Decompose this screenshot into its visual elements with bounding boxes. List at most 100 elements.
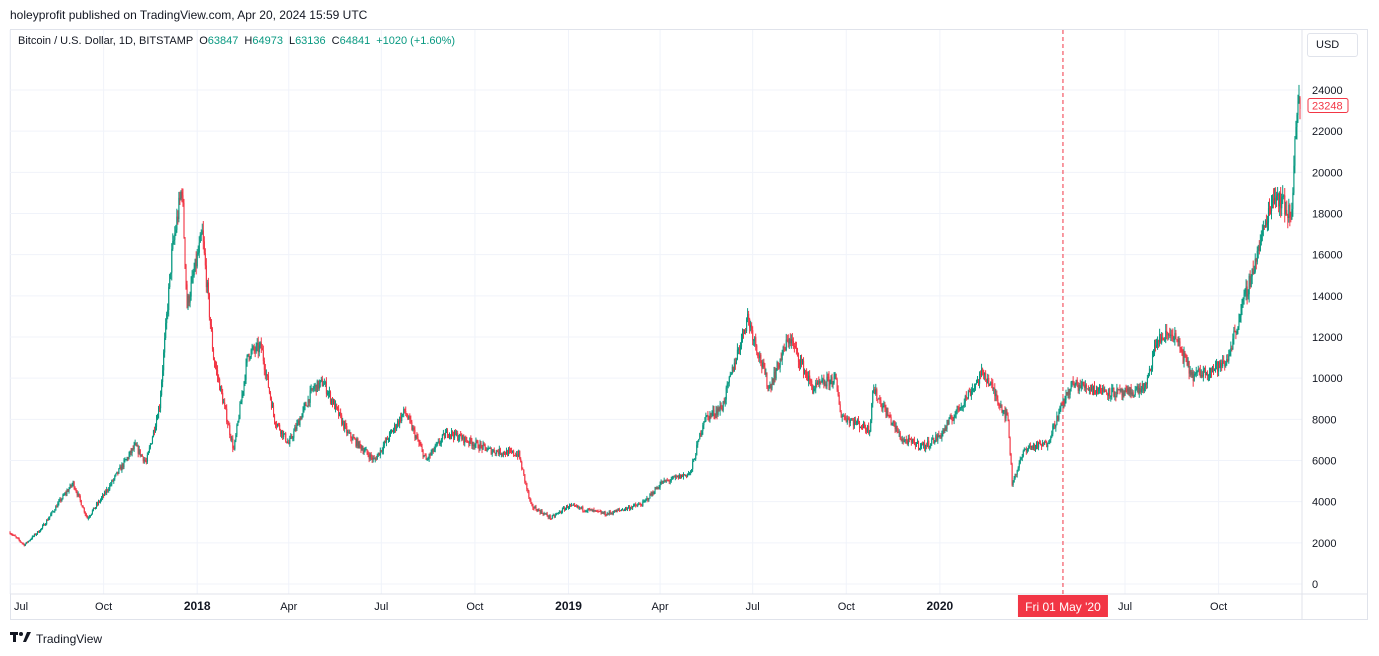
footer-brand[interactable]: TradingView bbox=[36, 631, 103, 646]
candle-body bbox=[704, 421, 706, 423]
candle-body bbox=[677, 475, 679, 479]
candle bbox=[745, 328, 747, 335]
candle-body bbox=[303, 405, 305, 410]
candle-body bbox=[996, 394, 998, 400]
candle-body bbox=[193, 271, 195, 276]
candle bbox=[1228, 349, 1230, 364]
candle-body bbox=[1082, 382, 1084, 386]
candle bbox=[109, 483, 111, 491]
candle bbox=[702, 422, 704, 435]
candle-body bbox=[429, 454, 431, 456]
candle bbox=[308, 399, 310, 407]
tradingview-logo-icon[interactable] bbox=[10, 631, 32, 646]
candle bbox=[681, 474, 684, 478]
candle bbox=[1264, 219, 1267, 228]
candle-body bbox=[1071, 380, 1073, 383]
candle-body bbox=[415, 436, 417, 439]
candle-body bbox=[1132, 392, 1134, 397]
candle-body bbox=[1171, 334, 1173, 336]
candle bbox=[660, 479, 662, 486]
candle-body bbox=[406, 413, 408, 417]
candle-body bbox=[91, 510, 94, 514]
candle bbox=[1218, 361, 1220, 377]
candle-body bbox=[621, 509, 624, 511]
candle bbox=[690, 470, 692, 476]
candle-body bbox=[55, 506, 57, 511]
candle bbox=[56, 504, 58, 508]
candle-body bbox=[26, 542, 28, 544]
y-tick-label: 12000 bbox=[1312, 332, 1343, 344]
candle bbox=[1209, 367, 1212, 379]
candle-body bbox=[1198, 369, 1200, 371]
candle-body bbox=[1248, 275, 1250, 295]
candle bbox=[936, 433, 938, 442]
candle bbox=[360, 444, 362, 453]
candle bbox=[445, 427, 448, 434]
candle-body bbox=[71, 484, 73, 487]
candle-body bbox=[1042, 442, 1044, 447]
candle bbox=[493, 447, 495, 454]
candle bbox=[356, 436, 358, 449]
candle bbox=[1071, 380, 1073, 388]
candle-body bbox=[1229, 350, 1231, 356]
candle bbox=[705, 412, 707, 422]
candle-body bbox=[392, 431, 394, 433]
candle bbox=[586, 509, 588, 513]
candle-body bbox=[428, 454, 430, 459]
candle-body bbox=[1205, 372, 1208, 376]
candle bbox=[124, 457, 126, 463]
candle-body bbox=[707, 415, 709, 417]
candle bbox=[39, 530, 41, 533]
candle bbox=[88, 514, 90, 519]
candle bbox=[80, 499, 82, 506]
candle bbox=[216, 361, 218, 376]
candle-body bbox=[831, 377, 833, 384]
candle-body bbox=[1104, 390, 1106, 392]
candle-body bbox=[673, 476, 675, 478]
candle-body bbox=[558, 511, 560, 513]
candle-body bbox=[542, 513, 544, 515]
candle bbox=[793, 342, 795, 353]
candle-body bbox=[203, 241, 205, 254]
candle bbox=[66, 488, 68, 497]
candle-body bbox=[885, 408, 887, 416]
candle-body bbox=[217, 370, 219, 377]
candle-body bbox=[477, 441, 479, 449]
candle bbox=[877, 398, 879, 404]
currency-button[interactable]: USD bbox=[1307, 33, 1358, 57]
candle bbox=[321, 375, 323, 387]
candle bbox=[909, 438, 911, 441]
candle bbox=[893, 420, 895, 427]
candle-body bbox=[655, 488, 657, 490]
candle-body bbox=[161, 381, 163, 396]
candle bbox=[1093, 381, 1096, 395]
candle bbox=[682, 472, 685, 480]
candle bbox=[436, 441, 438, 447]
candle bbox=[754, 336, 756, 347]
candle bbox=[187, 293, 189, 311]
candle bbox=[459, 433, 461, 442]
candle bbox=[946, 419, 948, 432]
candle-body bbox=[413, 427, 415, 430]
candle-body bbox=[461, 436, 463, 440]
candle bbox=[890, 414, 892, 426]
candle bbox=[1091, 383, 1094, 396]
candle-body bbox=[1026, 448, 1028, 452]
candle bbox=[1028, 443, 1030, 449]
candle bbox=[1260, 230, 1262, 246]
candle bbox=[472, 441, 474, 450]
candle-body bbox=[366, 449, 368, 454]
candle bbox=[1125, 384, 1127, 393]
candle-body bbox=[46, 519, 48, 525]
candle-body bbox=[508, 449, 510, 456]
candle-body bbox=[775, 370, 777, 379]
candle bbox=[1098, 387, 1100, 395]
candle-body bbox=[1187, 360, 1189, 365]
candle bbox=[798, 359, 801, 371]
candle bbox=[1051, 430, 1053, 439]
symbol-name[interactable]: Bitcoin / U.S. Dollar, 1D, BITSTAMP bbox=[18, 35, 194, 47]
candle bbox=[57, 501, 59, 508]
candle-body bbox=[600, 511, 602, 514]
candle-body bbox=[299, 418, 301, 426]
